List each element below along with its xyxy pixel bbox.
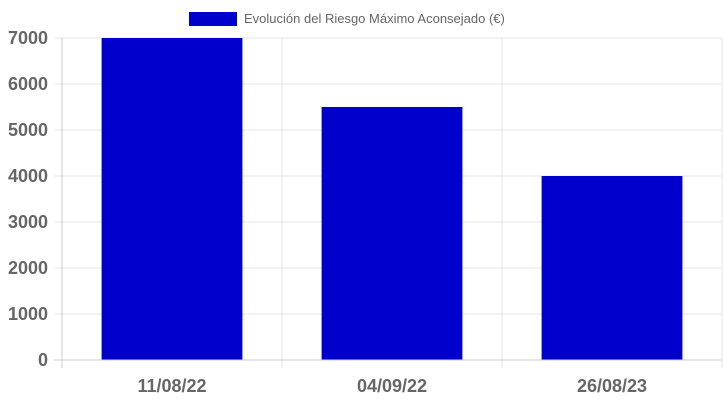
legend[interactable]: Evolución del Riesgo Máximo Aconsejado (… (189, 11, 505, 26)
bar-26-08-23[interactable] (541, 176, 683, 360)
x-tick-label: 26/08/23 (577, 376, 647, 396)
bar-04-09-22[interactable] (321, 107, 463, 360)
y-tick-label: 7000 (8, 28, 48, 48)
bar-11-08-22[interactable] (101, 38, 243, 360)
x-tick-label: 11/08/22 (137, 376, 206, 396)
y-tick-label: 6000 (8, 74, 48, 94)
y-tick-labels: 0 1000 2000 3000 4000 5000 6000 7000 (8, 28, 48, 370)
legend-swatch[interactable] (189, 12, 237, 26)
y-tick-label: 3000 (8, 212, 48, 232)
x-tick-label: 04/09/22 (357, 376, 427, 396)
axes (54, 38, 722, 368)
y-tick-label: 0 (38, 350, 48, 370)
y-tick-label: 4000 (8, 166, 48, 186)
y-tick-label: 2000 (8, 258, 48, 278)
bars (101, 38, 683, 360)
y-tick-label: 5000 (8, 120, 48, 140)
x-tick-labels: 11/08/22 04/09/22 26/08/23 (137, 376, 647, 396)
y-tick-label: 1000 (8, 304, 48, 324)
legend-label[interactable]: Evolución del Riesgo Máximo Aconsejado (… (244, 11, 505, 26)
